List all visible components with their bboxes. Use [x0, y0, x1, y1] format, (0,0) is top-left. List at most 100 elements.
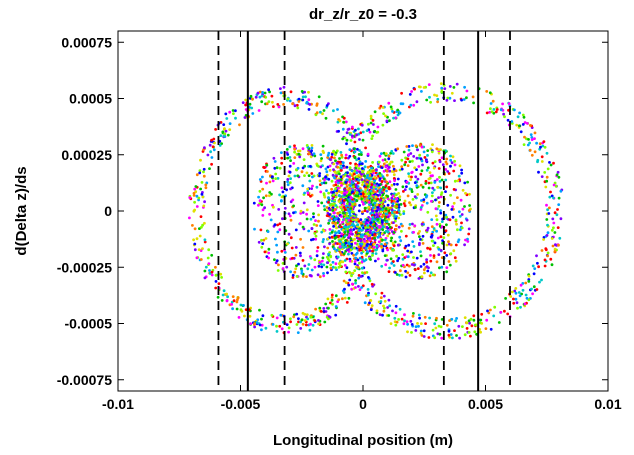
data-point	[288, 170, 292, 174]
data-point	[357, 157, 361, 161]
data-point	[398, 198, 401, 202]
data-point	[536, 158, 540, 162]
data-point	[526, 143, 530, 147]
data-point	[236, 296, 240, 300]
data-point	[357, 153, 361, 156]
data-point	[343, 259, 347, 262]
data-point	[408, 223, 412, 226]
data-point	[393, 179, 396, 183]
data-point	[334, 313, 338, 317]
data-point	[360, 178, 364, 182]
data-point	[382, 309, 386, 313]
data-point	[273, 160, 277, 163]
data-point	[532, 272, 536, 276]
data-point	[386, 248, 389, 252]
data-point	[278, 166, 282, 170]
data-point	[537, 265, 540, 269]
data-point	[467, 331, 471, 334]
data-point	[443, 251, 447, 255]
data-point	[349, 161, 352, 165]
data-point	[446, 170, 450, 173]
data-point	[330, 202, 334, 206]
data-point	[359, 131, 363, 135]
data-point	[415, 100, 419, 104]
data-point	[286, 180, 289, 184]
data-point	[396, 259, 399, 263]
data-point	[308, 328, 312, 332]
data-point	[370, 173, 374, 177]
data-point	[235, 300, 239, 304]
data-point	[408, 93, 412, 96]
data-point	[268, 212, 271, 216]
data-point	[405, 145, 409, 148]
data-point	[540, 249, 544, 252]
data-point	[301, 166, 305, 170]
data-point	[415, 184, 419, 188]
data-point	[400, 165, 404, 169]
data-point	[371, 215, 375, 219]
data-point	[412, 256, 415, 259]
data-point	[258, 199, 262, 203]
data-point	[432, 244, 435, 248]
data-point	[289, 187, 292, 191]
data-point	[357, 167, 361, 170]
data-point	[276, 177, 280, 180]
data-point	[342, 164, 345, 168]
data-point	[203, 240, 207, 244]
data-point	[445, 157, 449, 161]
data-point	[321, 149, 325, 153]
data-point	[423, 315, 427, 319]
data-point	[401, 253, 405, 256]
data-point	[342, 202, 346, 206]
data-point	[401, 185, 405, 189]
data-point	[279, 313, 283, 317]
data-point	[430, 218, 434, 222]
data-point	[199, 187, 203, 191]
data-point	[299, 209, 303, 213]
data-point	[391, 309, 394, 313]
data-point	[251, 112, 255, 115]
data-point	[301, 95, 305, 99]
data-point	[357, 196, 361, 200]
data-point	[499, 310, 503, 314]
data-point	[387, 101, 391, 105]
data-point	[348, 154, 352, 158]
data-point	[359, 221, 363, 225]
data-point	[403, 163, 407, 167]
data-point	[305, 208, 309, 212]
data-point	[446, 233, 450, 237]
data-point	[234, 109, 237, 113]
data-point	[465, 327, 469, 330]
data-point	[458, 336, 461, 340]
data-point	[533, 267, 537, 270]
data-point	[464, 238, 467, 242]
data-point	[407, 226, 411, 230]
data-point	[468, 192, 471, 196]
data-point	[488, 110, 492, 114]
data-point	[318, 306, 322, 310]
data-point	[410, 250, 413, 254]
data-point	[334, 235, 338, 239]
data-point	[381, 238, 384, 242]
data-point	[439, 186, 443, 190]
data-point	[378, 190, 382, 194]
data-point	[344, 181, 348, 184]
data-point	[337, 298, 341, 301]
data-point	[440, 86, 444, 90]
data-point	[536, 261, 539, 265]
data-point	[448, 96, 452, 100]
data-point	[433, 241, 437, 245]
data-point	[261, 314, 265, 318]
data-point	[249, 322, 252, 326]
data-point	[286, 97, 290, 101]
data-point	[489, 107, 492, 111]
data-point	[425, 201, 429, 205]
data-point	[261, 214, 265, 217]
data-point	[347, 236, 350, 240]
data-point	[373, 110, 377, 114]
data-point	[406, 330, 409, 334]
data-point	[292, 315, 296, 319]
data-point	[527, 280, 531, 283]
data-point	[272, 205, 275, 209]
data-point	[332, 211, 336, 215]
